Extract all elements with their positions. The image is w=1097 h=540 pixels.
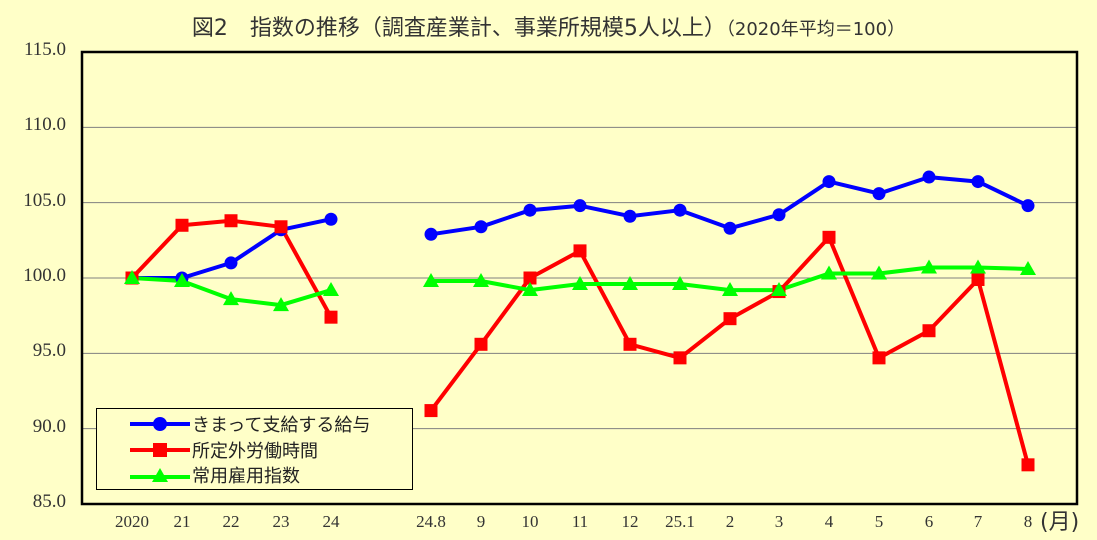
legend-item-overtime: 所定外労働時間 (97, 437, 318, 463)
circle-data-point (523, 203, 537, 217)
circle-data-point (324, 212, 338, 226)
y-tick-label: 100.0 (23, 265, 66, 286)
chart-title-main: 図2 指数の推移（調査産業計、事業所規模5人以上） (191, 16, 726, 41)
triangle-data-point (522, 282, 538, 297)
circle-data-point (723, 221, 737, 235)
x-tick-label: 22 (222, 512, 240, 531)
triangle-data-point (672, 276, 688, 291)
square-data-point (1021, 458, 1035, 472)
plot-frame (80, 50, 1079, 506)
x-tick-label: 9 (476, 512, 486, 531)
series-line (429, 235, 1030, 466)
triangle-data-point (771, 282, 787, 297)
triangle-data-point (572, 276, 588, 291)
triangle-data-point (323, 282, 339, 297)
circle-data-point (872, 187, 886, 201)
x-tick-label: 7 (973, 512, 983, 531)
circle-data-point (474, 220, 488, 234)
y-tick-label: 90.0 (32, 415, 66, 437)
square-data-point (424, 404, 438, 418)
square-data-point (673, 351, 687, 365)
triangle-data-point (871, 265, 887, 280)
circle-data-point (1021, 199, 1035, 213)
legend-item-wages: きまって支給する給与 (97, 411, 370, 437)
circle-data-point (772, 208, 786, 222)
legend-item-employment: 常用雇用指数 (97, 462, 300, 488)
square-data-point (872, 351, 886, 365)
chart-title-sub: （2020年平均＝100） (725, 19, 906, 40)
x-tick-label: 10 (521, 512, 539, 531)
square-data-point (922, 324, 936, 338)
triangle-data-point (473, 273, 489, 288)
x-tick-label: 6 (924, 512, 934, 531)
y-tick-label: 115.0 (23, 39, 66, 60)
square-data-point (175, 218, 189, 232)
x-tick-label: 24 (322, 512, 340, 531)
triangle-data-point (423, 273, 439, 288)
circle-data-point (573, 199, 587, 213)
square-data-point (822, 230, 836, 244)
x-tick-label: 11 (571, 512, 589, 531)
legend-label-employment: 常用雇用指数 (192, 466, 300, 487)
triangle-data-point (223, 291, 239, 306)
x-tick-label: 21 (173, 512, 191, 531)
x-axis-unit-label: (月) (1040, 510, 1080, 535)
circle-data-point (424, 227, 438, 241)
square-data-point (274, 220, 288, 234)
square-data-point (474, 337, 488, 351)
y-tick-label: 105.0 (23, 189, 66, 211)
square-data-point (324, 310, 338, 324)
x-tick-label: 4 (824, 512, 834, 531)
circle-data-point (224, 256, 238, 270)
y-tick-label: 110.0 (23, 114, 66, 136)
triangle-data-point (921, 259, 937, 274)
triangle-marker-icon (130, 468, 190, 482)
circle-data-point (922, 170, 936, 184)
square-data-point (573, 244, 587, 258)
chart-title: 図2 指数の推移（調査産業計、事業所規模5人以上）（2020年平均＝100） (0, 10, 1097, 42)
y-tick-label: 95.0 (32, 340, 66, 362)
triangle-data-point (722, 282, 738, 297)
triangle-data-point (174, 273, 190, 288)
circle-marker-icon (130, 417, 190, 431)
triangle-data-point (622, 276, 638, 291)
x-tick-label: 23 (272, 512, 290, 531)
circle-data-point (623, 209, 637, 223)
square-data-point (723, 312, 737, 326)
triangle-data-point (1020, 260, 1036, 275)
x-tick-label: 2 (725, 512, 735, 531)
x-tick-label: 5 (874, 512, 884, 531)
x-tick-label: 8 (1023, 512, 1033, 531)
x-tick-label: 2020 (115, 512, 149, 531)
square-data-point (224, 214, 238, 228)
square-data-point (523, 271, 537, 285)
x-tick-label: 3 (774, 512, 784, 531)
legend: きまって支給する給与 所定外労働時間 常用雇用指数 (96, 408, 413, 490)
circle-data-point (822, 175, 836, 189)
y-tick-label: 85.0 (32, 491, 66, 512)
square-data-point (623, 337, 637, 351)
triangle-data-point (124, 270, 140, 284)
square-marker-icon (130, 443, 190, 457)
triangle-data-point (821, 265, 837, 280)
triangle-data-point (273, 297, 289, 312)
triangle-data-point (970, 259, 986, 274)
circle-data-point (971, 175, 985, 189)
legend-label-overtime: 所定外労働時間 (192, 441, 318, 462)
circle-data-point (673, 203, 687, 217)
square-data-point (971, 273, 985, 287)
x-tick-label: 24.8 (416, 512, 446, 531)
x-tick-label: 25.1 (665, 512, 695, 531)
x-tick-label: 12 (621, 512, 639, 531)
legend-label-wages: きまって支給する給与 (192, 415, 371, 436)
